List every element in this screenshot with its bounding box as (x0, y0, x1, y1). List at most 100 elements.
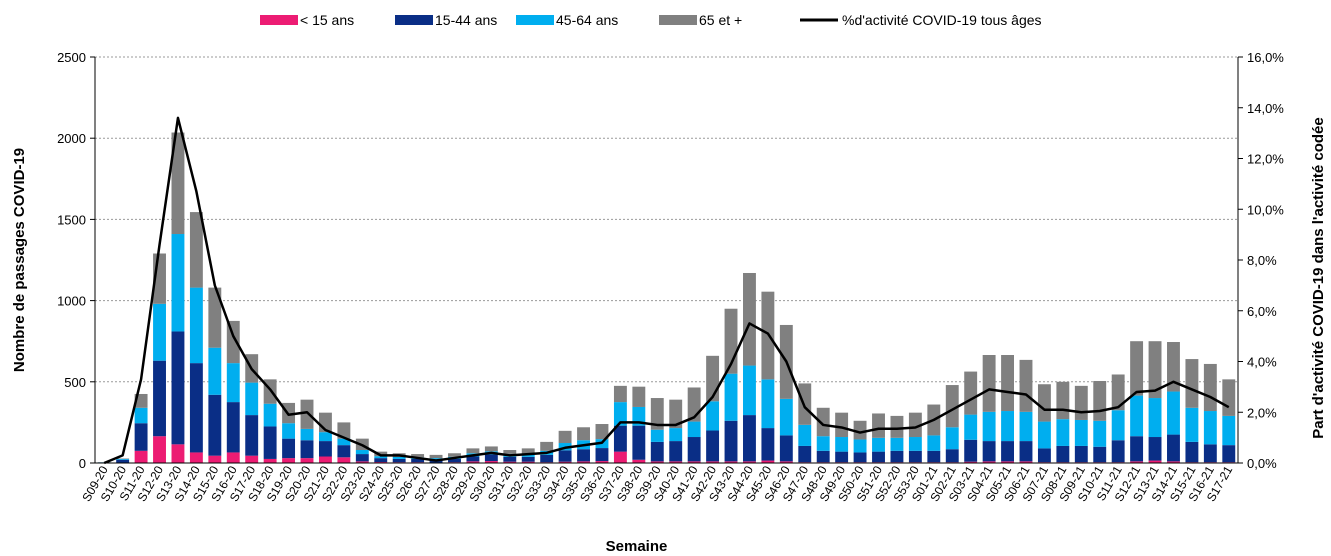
legend-label: < 15 ans (300, 12, 354, 28)
bar-segment (245, 415, 259, 456)
bar-segment (153, 360, 166, 437)
bar-segment (282, 423, 296, 439)
y-tick-label: 1000 (57, 294, 86, 309)
bar-segment (1222, 415, 1236, 446)
bar-segment (392, 458, 406, 463)
bar-segment (816, 407, 830, 437)
bar-segment (263, 458, 277, 463)
bar-segment (374, 458, 388, 463)
bar-segment (503, 450, 517, 454)
bar-segment (1111, 440, 1125, 463)
bar-segment (318, 441, 332, 457)
bar-segment (613, 402, 627, 426)
bar-segment (1037, 421, 1051, 449)
bar-segment (927, 450, 941, 463)
bar-segment (1074, 419, 1088, 446)
bar-segment (595, 424, 609, 440)
bar-segment (853, 439, 867, 453)
bar-segment (872, 413, 885, 438)
bar-segment (1130, 436, 1144, 462)
bar-segment (171, 132, 185, 235)
bar-segment (613, 425, 627, 452)
bar-segment (1148, 398, 1162, 438)
bar-segment (429, 458, 443, 460)
axes (90, 56, 1243, 464)
bar-segment (964, 371, 978, 415)
bar-segment (392, 456, 406, 459)
bar-segment (687, 421, 701, 438)
bar-segment (1056, 445, 1070, 463)
bar-segment (1001, 355, 1014, 412)
bar-segment (1074, 445, 1088, 463)
bar-segment (761, 428, 775, 461)
bar-segment (1111, 374, 1125, 411)
bar-segment (189, 212, 203, 288)
y2-tick-label: 2,0% (1247, 405, 1277, 420)
y2-axis-title: Part d'activité COVID-19 dans l'activité… (1310, 117, 1327, 438)
bar-segment (982, 461, 996, 463)
bar-segment (337, 457, 351, 463)
y2-tick-label: 6,0% (1247, 304, 1277, 319)
bar-segment (982, 411, 996, 442)
bar-segment (964, 461, 978, 463)
bar-segment (374, 456, 388, 459)
bar-segment (1056, 381, 1070, 420)
bar-segment (724, 461, 738, 463)
bar-segment (1093, 380, 1107, 421)
bar-segment (650, 461, 664, 463)
bar-segment (1037, 448, 1051, 463)
y-tick-label: 1500 (57, 212, 86, 227)
bar-segment (1056, 419, 1070, 446)
bar-segment (189, 363, 203, 453)
y-tick-label: 500 (64, 375, 86, 390)
bar-segment (1148, 341, 1162, 399)
bar-segment (1093, 446, 1107, 463)
bar-segment (687, 437, 701, 462)
activity-series-line (103, 116, 1230, 465)
y2-tick-label: 14,0% (1247, 101, 1284, 116)
bar-segment (245, 455, 259, 463)
bar-segment (208, 347, 222, 395)
bar-segment (816, 450, 830, 463)
bar-segment (1130, 395, 1144, 437)
bar-segment (669, 441, 683, 462)
bar-segment (558, 430, 572, 444)
bar-segment (927, 435, 941, 451)
bar-segment (171, 234, 185, 332)
bar-segment (724, 420, 738, 462)
bar-segment (687, 461, 701, 463)
x-axis-ticks: S09-20S10-20S11-20S12-20S13-20S14-20S15-… (79, 463, 1235, 504)
gridlines (95, 56, 1238, 383)
bar-segment (779, 398, 793, 436)
bar-segment (503, 456, 517, 462)
bar-segment (650, 398, 664, 430)
bar-segment (1167, 391, 1180, 435)
bars (97, 132, 1236, 463)
legend-swatch (260, 15, 298, 25)
y2-tick-label: 10,0% (1247, 202, 1284, 217)
bar-segment (153, 436, 166, 463)
bar-segment (1185, 407, 1199, 442)
bar-segment (632, 459, 646, 463)
bar-segment (743, 272, 756, 366)
bar-segment (632, 386, 646, 407)
y2-tick-label: 12,0% (1247, 152, 1284, 167)
bar-segment (1019, 441, 1033, 462)
bar-segment (945, 427, 959, 450)
bar-segment (245, 382, 259, 416)
bar-segment (318, 432, 332, 442)
bar-segment (1037, 384, 1051, 422)
bar-segment (743, 461, 756, 463)
bar-segment (300, 428, 314, 441)
bar-segment (853, 420, 867, 440)
bar-segment (706, 401, 720, 431)
bar-segment (484, 461, 498, 463)
legend: < 15 ans 15-44 ans 45-64 ans 65 et + %d'acti… (260, 12, 1042, 28)
bar-segment (1130, 461, 1144, 463)
legend-swatch (659, 15, 697, 25)
bar-segment (540, 454, 554, 463)
bar-segment (171, 331, 185, 445)
bar-segment (484, 454, 498, 462)
bar-segment (779, 461, 793, 463)
